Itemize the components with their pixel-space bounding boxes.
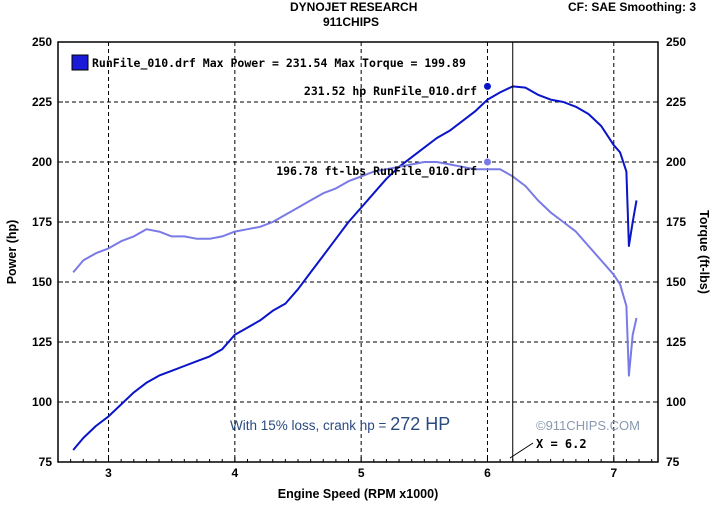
left-axis-title: Power (hp) [5, 220, 19, 285]
x-tick-label: 7 [610, 466, 617, 480]
y-tick-label-right: 75 [666, 455, 680, 469]
y-tick-label-left: 250 [32, 35, 52, 49]
power-peak-label: 231.52 hp RunFile_010.drf [304, 84, 477, 99]
watermark: ©911CHIPS.COM [536, 418, 640, 433]
series-layer [72, 85, 638, 451]
x-tick-label: 5 [358, 466, 365, 480]
header-company: DYNOJET RESEARCH [290, 0, 418, 14]
x-tick-label: 4 [231, 466, 238, 480]
crank-note-value: 272 HP [390, 414, 450, 434]
y-tick-label-left: 175 [32, 215, 52, 229]
grid-lines [58, 42, 658, 462]
y-tick-label-left: 125 [32, 335, 52, 349]
y-tick-label-right: 225 [666, 95, 686, 109]
torque-peak-marker [483, 158, 491, 166]
cursor-readout: X = 6.2 [536, 437, 587, 451]
y-tick-label-left: 225 [32, 95, 52, 109]
header-subtitle: 911CHIPS [323, 15, 380, 29]
y-tick-label-left: 100 [32, 395, 52, 409]
crank-note-prefix: With 15% loss, crank hp = [230, 418, 390, 433]
y-tick-label-left: 200 [32, 155, 52, 169]
y-tick-label-right: 150 [666, 275, 686, 289]
header-settings: CF: SAE Smoothing: 3 [568, 0, 696, 14]
legend-swatch [71, 54, 89, 71]
right-axis-title: Torque (ft-lbs) [697, 210, 711, 294]
x-tick-label: 3 [105, 466, 112, 480]
plot-frame [57, 41, 659, 463]
torque-peak-label: 196.78 ft-lbs RunFile_010.drf [276, 164, 477, 179]
y-tick-label-left: 150 [32, 275, 52, 289]
x-tick-label: 6 [484, 466, 491, 480]
power-peak-marker [483, 82, 491, 90]
y-tick-label-left: 75 [39, 455, 53, 469]
y-tick-label-right: 250 [666, 35, 686, 49]
torque-curve [72, 161, 638, 377]
y-tick-label-right: 100 [666, 395, 686, 409]
y-tick-label-right: 125 [666, 335, 686, 349]
y-tick-label-right: 200 [666, 155, 686, 169]
x-axis-title: Engine Speed (RPM x1000) [278, 487, 438, 501]
power-curve [72, 85, 638, 451]
cursor-readout-pointer [509, 442, 534, 459]
legend-text: RunFile_010.drf Max Power = 231.54 Max T… [92, 56, 466, 71]
crank-hp-note: With 15% loss, crank hp = 272 HP [230, 414, 450, 434]
y-tick-label-right: 175 [666, 215, 686, 229]
